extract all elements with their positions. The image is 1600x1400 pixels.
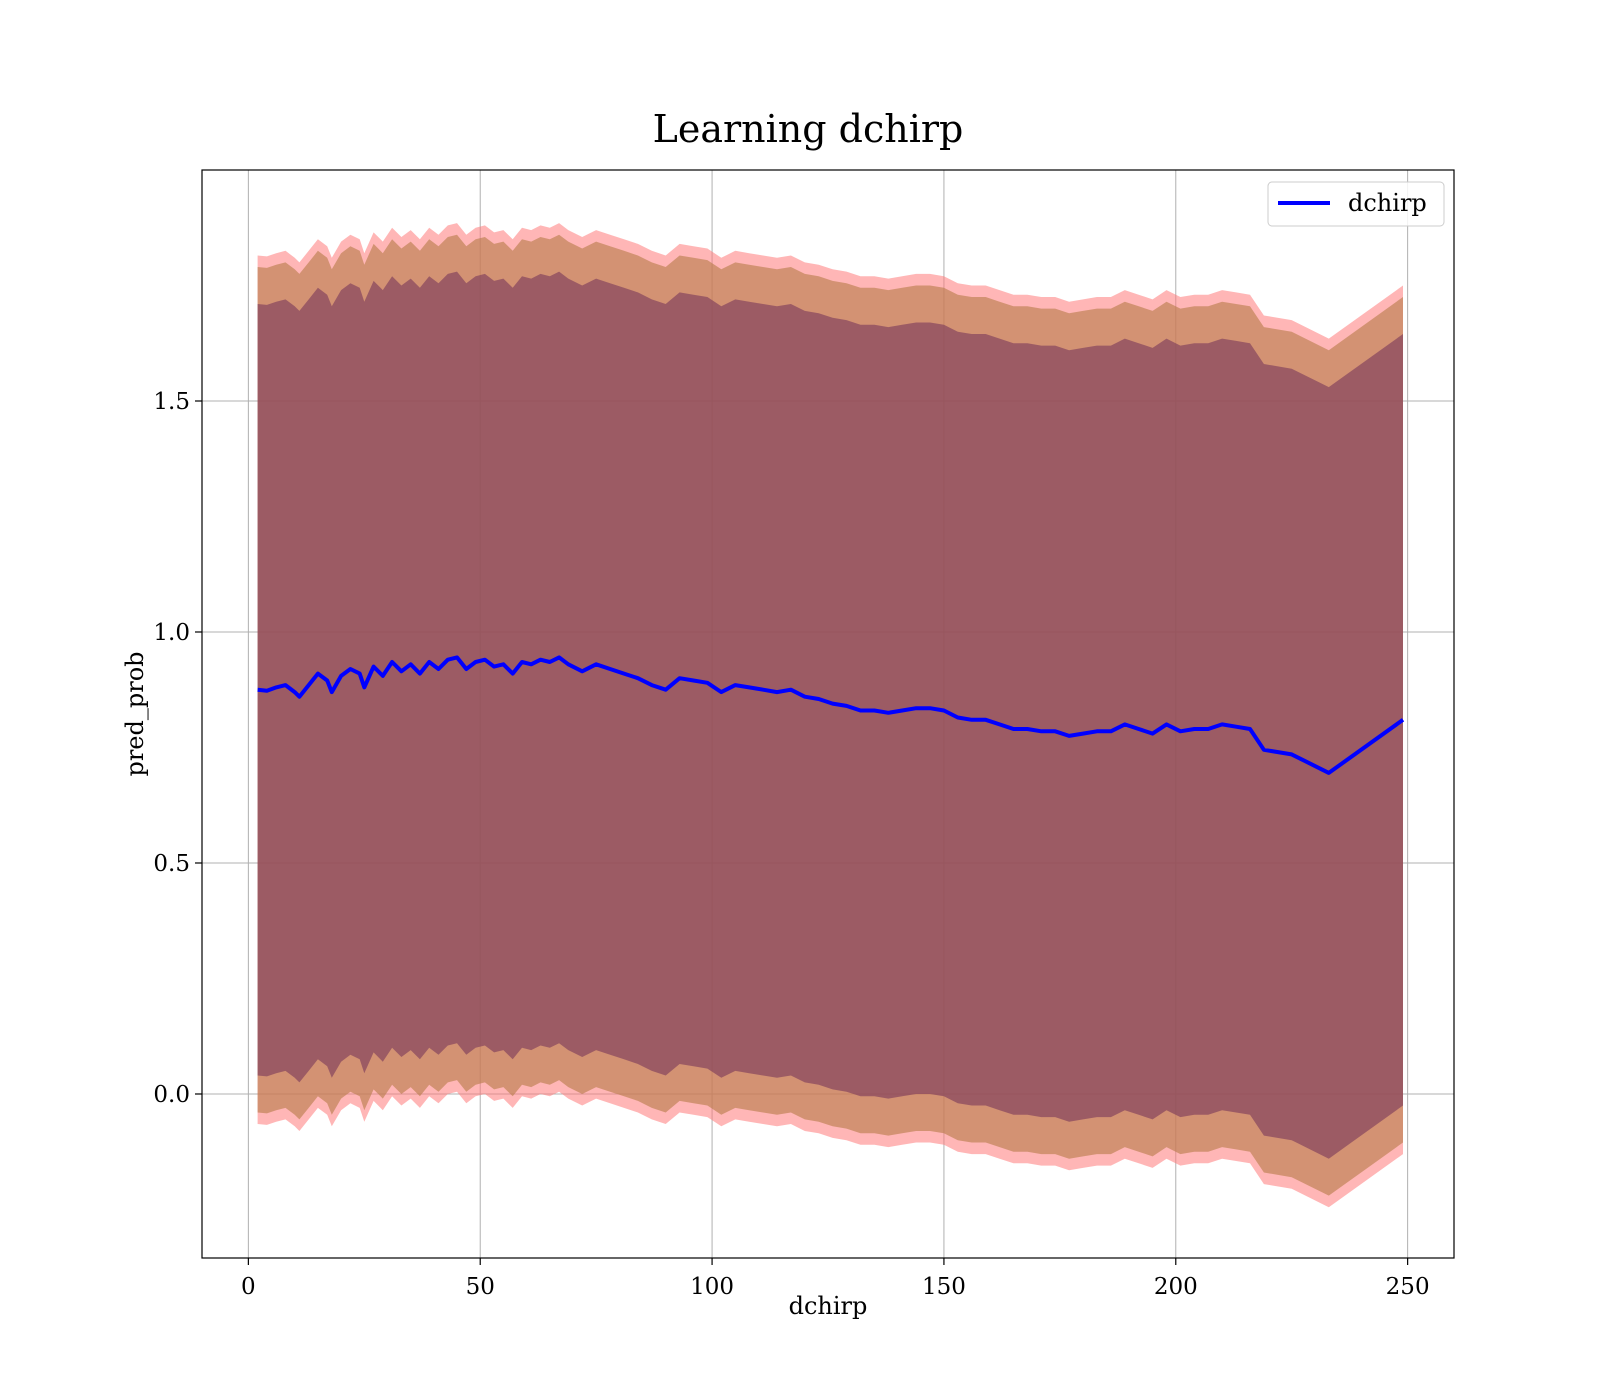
series-lines [257, 655, 1405, 775]
x-tick-label: 50 [466, 1274, 495, 1300]
x-tick-label: 100 [690, 1274, 734, 1300]
x-tick-label: 150 [922, 1274, 966, 1300]
legend-box [1267, 181, 1445, 227]
y-axis-label: pred_prob [121, 651, 149, 776]
legend: dchirp [1267, 181, 1445, 227]
chart-title: Learning dchirp [653, 107, 964, 151]
y-tick-label: 0.0 [153, 1082, 190, 1108]
x-tick-label: 250 [1386, 1274, 1430, 1300]
y-tick-label: 1.5 [153, 389, 190, 415]
x-axis-ticks: 0 50 100 150 200 250 [241, 1258, 1430, 1300]
y-tick-label: 1.0 [153, 620, 190, 646]
y-axis-ticks: 0.0 0.5 1.0 1.5 [153, 389, 202, 1108]
x-axis-label: dchirp [789, 1292, 868, 1320]
plot-area [201, 169, 1455, 1259]
band-inner [257, 271, 1404, 1159]
confidence-bands [257, 223, 1404, 1208]
x-tick-label: 200 [1154, 1274, 1198, 1300]
y-tick-label: 0.5 [153, 851, 190, 877]
series-line-dchirp [257, 655, 1405, 775]
legend-label-dchirp: dchirp [1348, 189, 1427, 217]
x-tick-label: 0 [241, 1274, 256, 1300]
plot-frame [201, 169, 1455, 1259]
